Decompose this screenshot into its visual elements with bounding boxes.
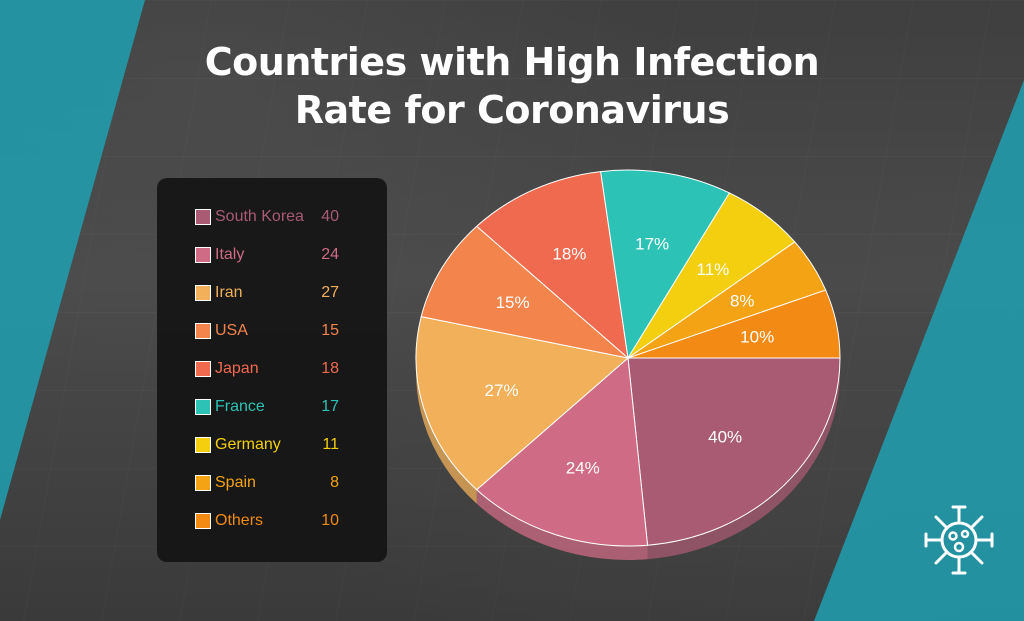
pie-slice-label: 18%: [552, 245, 586, 264]
pie-slice-label: 17%: [635, 234, 669, 253]
legend-item: USA 15: [195, 320, 339, 342]
legend-label: USA: [215, 322, 248, 339]
pie-slice-label: 24%: [566, 458, 600, 477]
legend-label: Italy: [215, 246, 245, 263]
legend-swatch: [195, 209, 211, 225]
legend-item: Italy 24: [195, 244, 339, 266]
pie-slices: [415, 169, 841, 560]
pie-slice-label: 40%: [708, 428, 742, 447]
legend-item: Spain 8: [195, 472, 339, 494]
legend-value: 18: [321, 360, 339, 377]
legend-label: Germany: [215, 436, 281, 453]
legend-item: Iran 27: [195, 282, 339, 304]
legend-value: 11: [322, 436, 339, 453]
legend-swatch: [195, 475, 211, 491]
legend-value: 24: [321, 246, 339, 263]
pie-slice-italy: [475, 356, 649, 547]
legend-item: France 17: [195, 396, 339, 418]
legend-label: Iran: [215, 284, 243, 301]
legend-label: South Korea: [215, 208, 304, 225]
pie-slice-label: 10%: [740, 328, 774, 347]
legend-label: Spain: [215, 474, 256, 491]
legend-swatch: [195, 513, 211, 529]
legend-swatch: [195, 437, 211, 453]
pie-slice-depth: [476, 489, 648, 560]
pie-slice-usa: [420, 225, 630, 359]
pie-slice-depth: [647, 358, 840, 560]
pie-slice-label: 8%: [730, 291, 755, 310]
legend-value: 15: [321, 322, 339, 339]
pie-slice-france: [600, 169, 731, 360]
pie-slice-label: 11%: [697, 260, 730, 279]
legend-swatch: [195, 323, 211, 339]
pie-slice-others: [627, 289, 841, 359]
legend-swatch: [195, 361, 211, 377]
legend-value: 40: [321, 208, 339, 225]
legend-value: 17: [321, 398, 339, 415]
legend-label: Others: [215, 512, 264, 529]
legend-value: 10: [321, 512, 339, 529]
legend-value: 27: [321, 284, 339, 301]
pie-slice-label: 27%: [485, 381, 519, 400]
legend-item: Japan 18: [195, 358, 339, 380]
pie-slice-south-korea: [627, 357, 841, 546]
pie-slice-depth: [416, 316, 477, 504]
legend-swatch: [195, 285, 211, 301]
pie-slice-japan: [475, 171, 629, 360]
chart-title: Countries with High Infection Rate for C…: [204, 40, 820, 132]
legend-item: South Korea 40: [195, 206, 339, 228]
pie-slice-label: 15%: [496, 293, 530, 312]
legend-item: Germany 11: [195, 434, 339, 456]
legend-label: France: [215, 398, 265, 415]
legend-panel: South Korea 40 Italy 24 Iran 27 USA 15 J…: [157, 178, 387, 562]
legend-value: 8: [330, 474, 339, 491]
virus-icon: [924, 505, 994, 575]
legend-swatch: [195, 399, 211, 415]
legend-label: Japan: [215, 360, 259, 377]
pie-slice-iran: [415, 316, 630, 491]
pie-labels: 40% 24% 27% 15% 18% 17% 11%8% 10%: [485, 234, 775, 477]
legend-item: Others 10: [195, 510, 339, 532]
legend-swatch: [195, 247, 211, 263]
